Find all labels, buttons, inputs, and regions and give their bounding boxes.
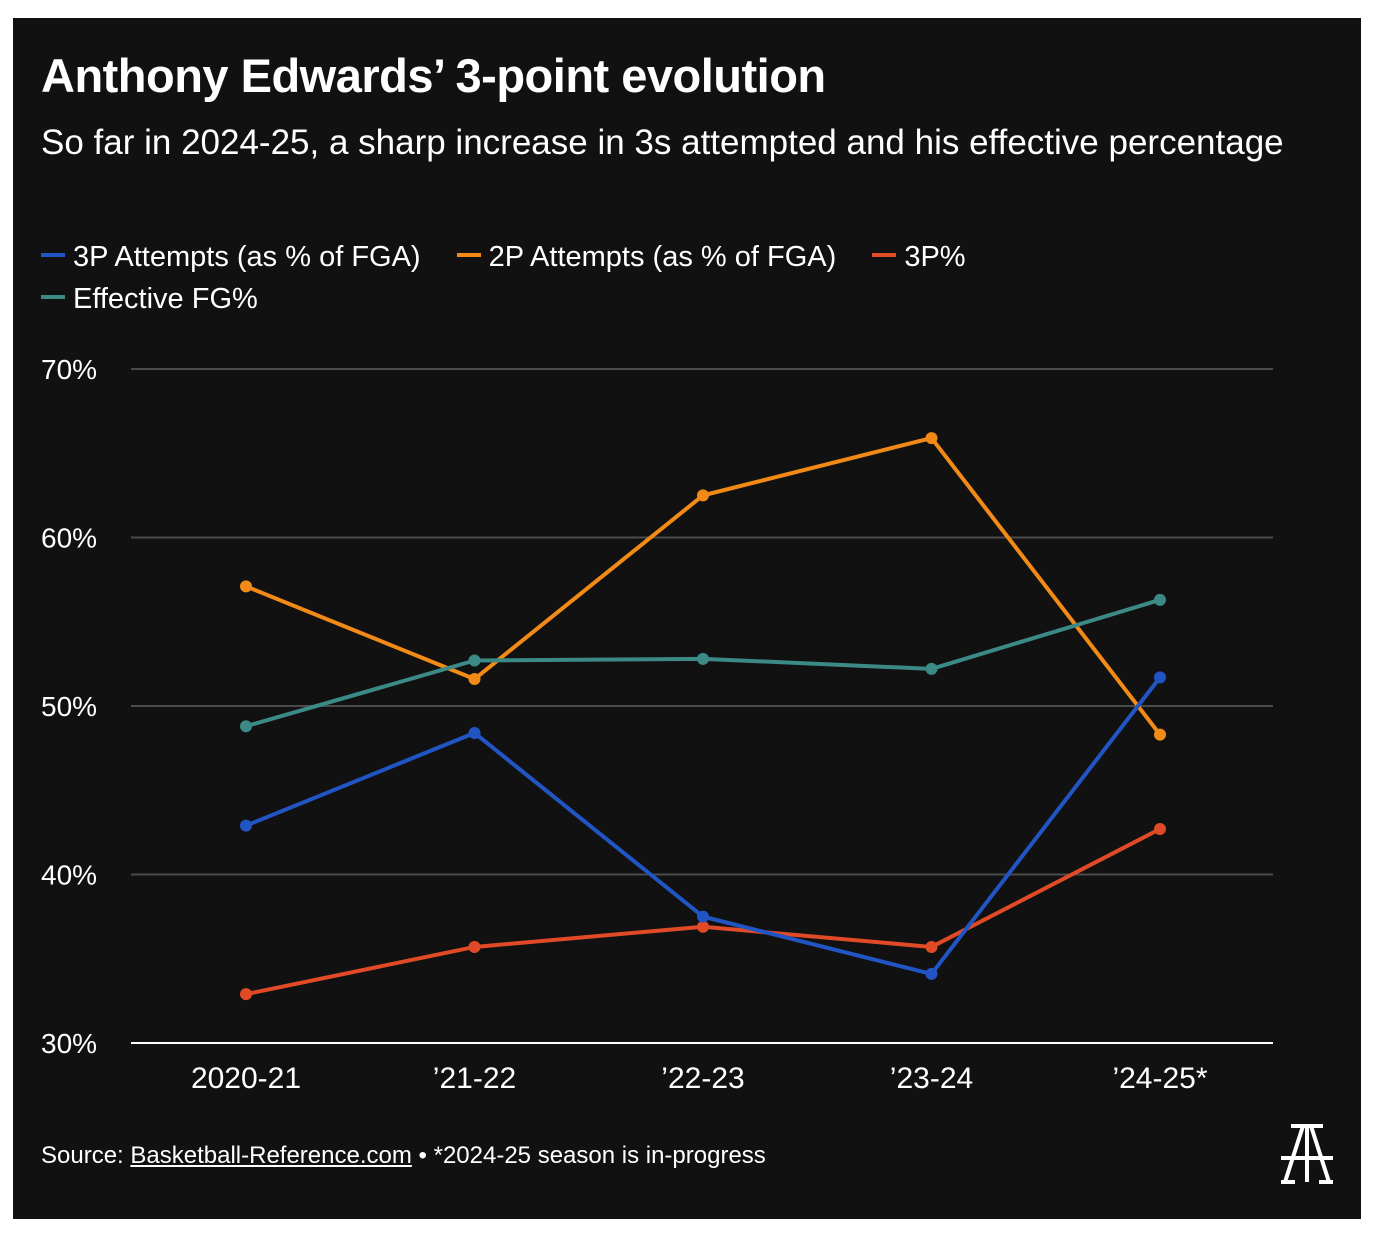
data-point	[925, 940, 938, 953]
data-point	[925, 967, 938, 980]
y-tick-label: 30%	[41, 1028, 97, 1059]
x-tick-label: ’24-25*	[1112, 1062, 1207, 1095]
legend-item-3p-pct: 3P%	[872, 236, 966, 278]
data-point	[697, 489, 709, 502]
data-point	[1154, 671, 1166, 684]
x-tick-label: ’23-24	[890, 1062, 973, 1095]
data-point	[697, 652, 709, 665]
footer-bullet: •	[418, 1142, 427, 1169]
data-point	[925, 432, 938, 445]
athletic-a-logo-icon	[1281, 1124, 1333, 1184]
chart-title: Anthony Edwards’ 3-point evolution	[41, 49, 826, 102]
legend-swatch	[872, 253, 897, 258]
x-tick-label: 2020-21	[191, 1062, 301, 1095]
source-label: Source:	[41, 1142, 124, 1169]
data-point	[1154, 593, 1166, 606]
grid-layer	[131, 368, 1273, 1044]
legend-swatch	[41, 295, 65, 300]
footer: Source: Basketball-Reference.com • *2024…	[41, 1142, 766, 1170]
chart-subtitle: So far in 2024-25, a sharp increase in 3…	[41, 123, 1284, 162]
y-tick-label: 70%	[41, 354, 97, 385]
data-point	[240, 580, 252, 593]
series-3p	[240, 823, 1166, 1001]
legend-label: 2P Attempts (as % of FGA)	[488, 241, 837, 273]
series-effective-fg	[240, 593, 1166, 733]
data-point	[468, 673, 481, 686]
footer-note: *2024-25 season is in-progress	[433, 1142, 766, 1169]
y-tick-label: 60%	[41, 523, 97, 554]
legend-swatch	[456, 253, 481, 258]
legend-label: Effective FG%	[73, 283, 258, 315]
source-link[interactable]: Basketball-Reference.com	[130, 1142, 412, 1169]
data-point	[1154, 728, 1166, 741]
data-point	[468, 726, 481, 739]
legend-label: 3P Attempts (as % of FGA)	[73, 241, 421, 273]
legend-label: 3P%	[904, 241, 966, 273]
legend-swatch	[41, 253, 65, 258]
chart-card: Anthony Edwards’ 3-point evolution So fa…	[13, 18, 1361, 1219]
data-point	[468, 654, 481, 667]
series-line	[244, 436, 1162, 737]
data-point	[240, 988, 252, 1001]
data-point	[240, 819, 252, 832]
legend: 3P Attempts (as % of FGA) 2P Attempts (a…	[41, 236, 1241, 320]
data-point	[1154, 823, 1166, 836]
legend-item-2p-attempts: 2P Attempts (as % of FGA)	[456, 236, 837, 278]
legend-item-3p-attempts: 3P Attempts (as % of FGA)	[41, 236, 421, 278]
data-point	[468, 940, 481, 953]
legend-item-efg-pct: Effective FG%	[41, 278, 1213, 320]
x-tick-label: ’22-23	[661, 1062, 744, 1095]
series-layer	[240, 432, 1166, 1001]
data-point	[697, 910, 709, 923]
data-point	[697, 920, 709, 933]
axis-labels: 30% 40% 50% 60% 70% 2020-21 ’21-22 ’22-23 ’23-24…	[41, 354, 1208, 1095]
data-point	[925, 662, 938, 675]
series-2p-attempts-as-of-fga	[240, 432, 1166, 741]
series-3p-attempts-as-of-fga	[240, 671, 1166, 980]
y-tick-label: 50%	[41, 691, 97, 722]
y-tick-label: 40%	[41, 860, 97, 891]
x-tick-label: ’21-22	[433, 1062, 516, 1095]
data-point	[240, 720, 252, 733]
line-chart: 30% 40% 50% 60% 70% 2020-21 ’21-22 ’22-23 ’23-24…	[41, 354, 1273, 1095]
